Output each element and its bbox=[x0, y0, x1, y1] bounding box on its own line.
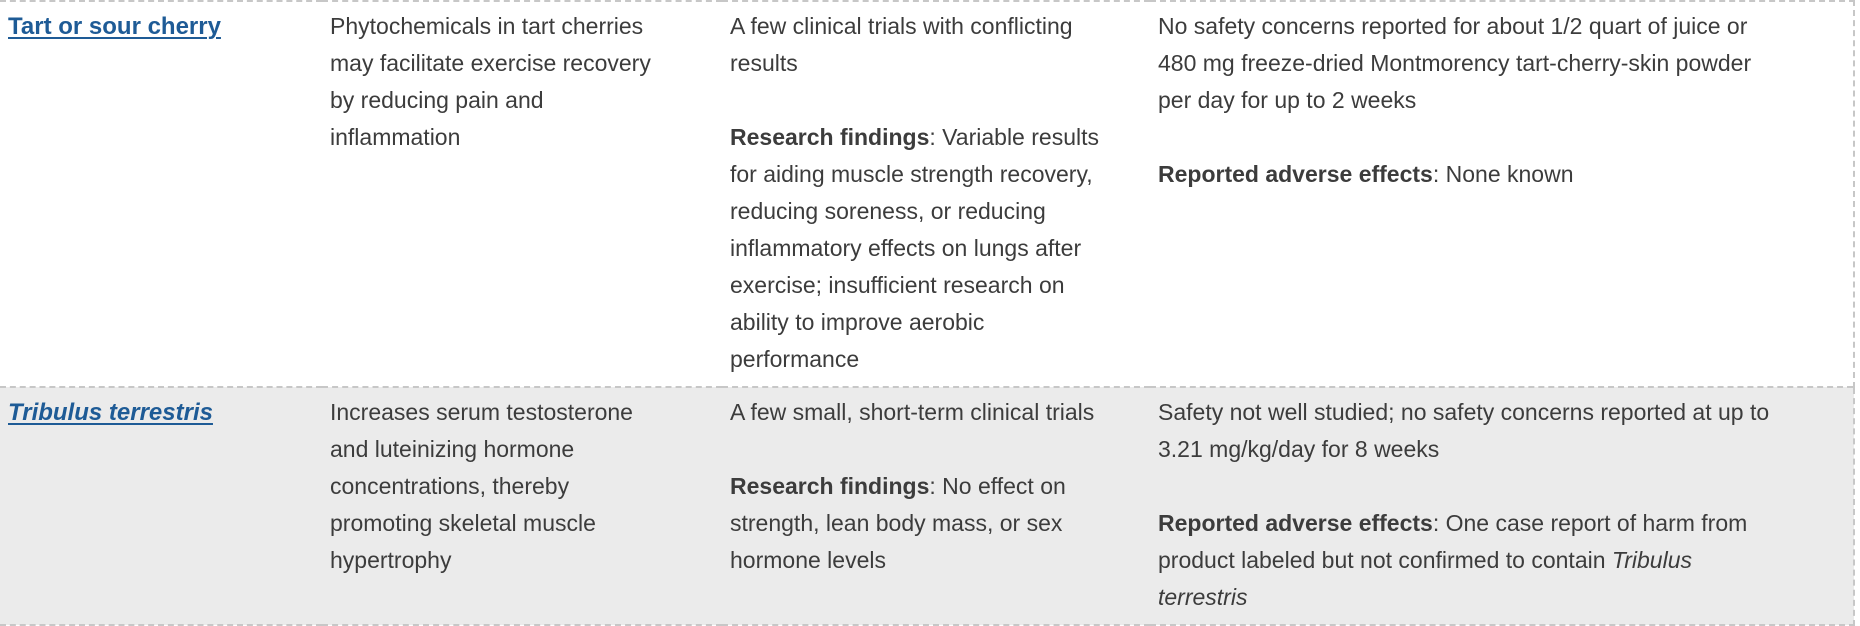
adverse-effects-text: : One case report of harm from product l… bbox=[1158, 510, 1748, 573]
research-findings-label: Research findings bbox=[730, 473, 930, 499]
safety-intro-text: No safety concerns reported for about 1/… bbox=[1158, 13, 1752, 113]
safety-intro-text: Safety not well studied; no safety conce… bbox=[1158, 399, 1770, 462]
adverse-effects-paragraph: Reported adverse effects: One case repor… bbox=[1158, 505, 1778, 616]
mechanism-cell: Phytochemicals in tart cherries may faci… bbox=[322, 0, 722, 387]
supplement-link[interactable]: Tribulus terrestris bbox=[8, 399, 213, 426]
research-findings-text: : No effect on strength, lean body mass,… bbox=[730, 473, 1066, 573]
adverse-effects-label: Reported adverse effects bbox=[1158, 161, 1433, 187]
adverse-effects-paragraph: Reported adverse effects: None known bbox=[1158, 156, 1778, 193]
research-findings-paragraph: Research findings: Variable results for … bbox=[730, 119, 1110, 378]
evidence-intro-text: A few clinical trials with conflicting r… bbox=[730, 13, 1073, 76]
research-findings-label: Research findings bbox=[730, 124, 930, 150]
evidence-intro-text: A few small, short-term clinical trials bbox=[730, 399, 1095, 425]
supplement-link[interactable]: Tart or sour cherry bbox=[8, 13, 221, 40]
adverse-effects-label: Reported adverse effects bbox=[1158, 510, 1433, 536]
supplement-name-cell: Tribulus terrestris bbox=[0, 386, 322, 626]
research-findings-paragraph: Research findings: No effect on strength… bbox=[730, 468, 1110, 579]
research-findings-text: : Variable results for aiding muscle str… bbox=[730, 124, 1099, 372]
mechanism-text: Phytochemicals in tart cherries may faci… bbox=[330, 13, 651, 150]
adverse-effects-species-italic: Tribulus terrestris bbox=[1158, 547, 1693, 610]
table-row: Tart or sour cherry Phytochemicals in ta… bbox=[0, 0, 1855, 387]
safety-cell: No safety concerns reported for about 1/… bbox=[1150, 0, 1855, 387]
evidence-cell: A few small, short-term clinical trials … bbox=[722, 386, 1150, 626]
evidence-cell: A few clinical trials with conflicting r… bbox=[722, 0, 1150, 387]
safety-cell: Safety not well studied; no safety conce… bbox=[1150, 386, 1855, 626]
mechanism-text: Increases serum testosterone and luteini… bbox=[330, 399, 633, 573]
mechanism-cell: Increases serum testosterone and luteini… bbox=[322, 386, 722, 626]
table-row: Tribulus terrestris Increases serum test… bbox=[0, 386, 1855, 626]
supplement-name-cell: Tart or sour cherry bbox=[0, 0, 322, 387]
adverse-effects-text: : None known bbox=[1432, 161, 1574, 187]
